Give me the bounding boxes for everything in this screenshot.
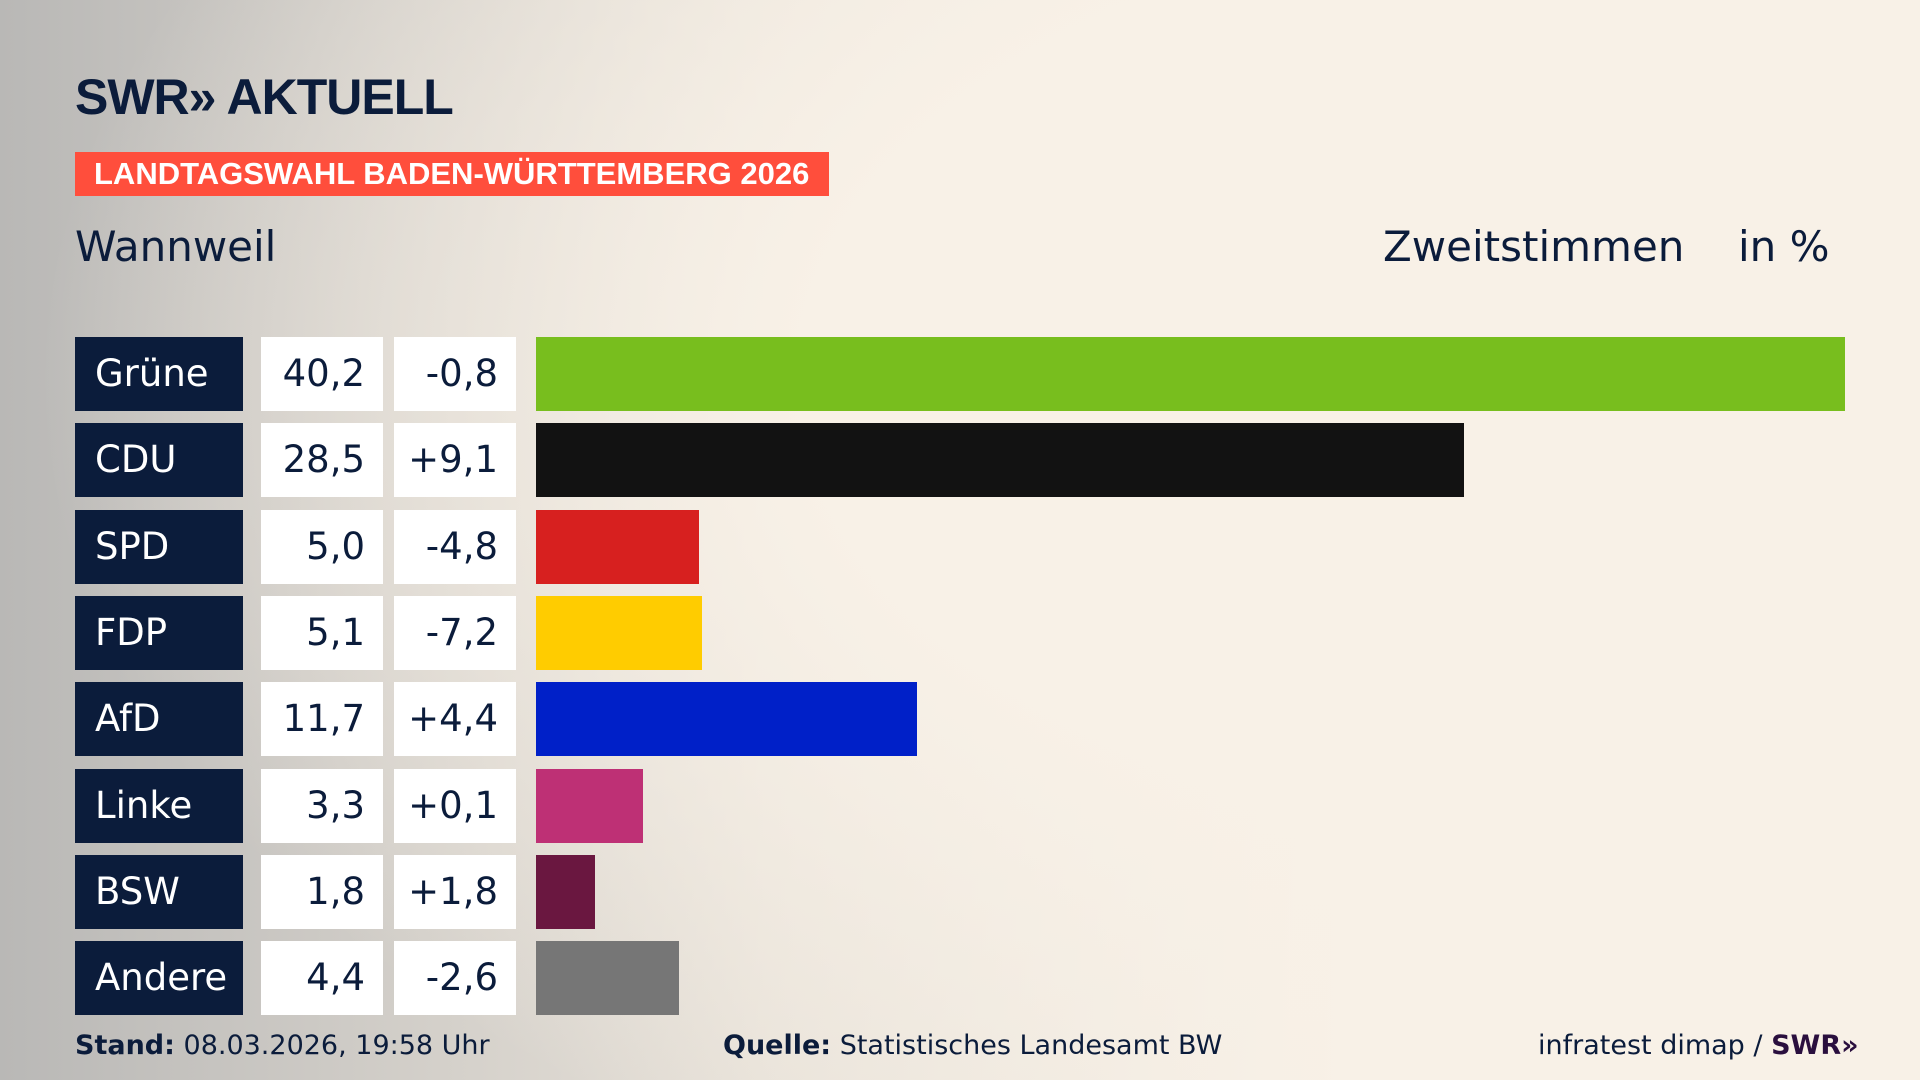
source-info: Quelle: Statistisches Landesamt BW bbox=[723, 1030, 1222, 1061]
place-title: Wannweil bbox=[75, 222, 277, 271]
party-label: Grüne bbox=[75, 337, 243, 411]
bar-bsw bbox=[536, 854, 595, 929]
diff-label: +0,1 bbox=[394, 768, 516, 843]
stand-label: Stand: bbox=[75, 1030, 175, 1061]
stand-value: 08.03.2026, 19:58 Uhr bbox=[183, 1030, 490, 1061]
source-label: Quelle: bbox=[723, 1030, 832, 1061]
swr-aktuell-logo: SWR» AKTUELL bbox=[75, 69, 454, 125]
party-label: SPD bbox=[75, 509, 243, 584]
party-label: FDP bbox=[75, 595, 243, 670]
value-label: 11,7 bbox=[261, 682, 383, 757]
bar-cdu bbox=[536, 423, 1465, 498]
measure-label: Zweitstimmen bbox=[1383, 222, 1685, 271]
credit-text: infratest dimap / bbox=[1538, 1030, 1772, 1061]
bar-andere bbox=[536, 941, 680, 1016]
stand-info: Stand: 08.03.2026, 19:58 Uhr bbox=[75, 1030, 490, 1061]
diff-label: -7,2 bbox=[394, 595, 516, 670]
value-label: 3,3 bbox=[261, 768, 383, 843]
diff-label: -0,8 bbox=[394, 337, 516, 411]
source-value: Statistisches Landesamt BW bbox=[839, 1030, 1223, 1061]
party-label: CDU bbox=[75, 423, 243, 498]
credit: infratest dimap / SWR» bbox=[1538, 1030, 1859, 1061]
diff-label: -4,8 bbox=[394, 509, 516, 584]
unit-label: in % bbox=[1738, 222, 1830, 271]
value-label: 5,0 bbox=[261, 509, 383, 584]
value-label: 40,2 bbox=[261, 337, 383, 411]
value-label: 4,4 bbox=[261, 941, 383, 1016]
bar-grüne bbox=[536, 337, 1845, 411]
party-label: Linke bbox=[75, 768, 243, 843]
party-label: Andere bbox=[75, 941, 243, 1016]
bar-fdp bbox=[536, 595, 703, 670]
bar-afd bbox=[536, 682, 917, 757]
bar-linke bbox=[536, 768, 644, 843]
party-label: BSW bbox=[75, 854, 243, 929]
value-label: 28,5 bbox=[261, 423, 383, 498]
party-label: AfD bbox=[75, 682, 243, 757]
value-label: 5,1 bbox=[261, 595, 383, 670]
bar-spd bbox=[536, 509, 699, 584]
diff-label: +9,1 bbox=[394, 423, 516, 498]
diff-label: -2,6 bbox=[394, 941, 516, 1016]
election-banner: LANDTAGSWAHL BADEN-WÜRTTEMBERG 2026 bbox=[75, 152, 829, 196]
diff-label: +4,4 bbox=[394, 682, 516, 757]
swr-logo: SWR» bbox=[1771, 1030, 1859, 1061]
value-label: 1,8 bbox=[261, 854, 383, 929]
diff-label: +1,8 bbox=[394, 854, 516, 929]
